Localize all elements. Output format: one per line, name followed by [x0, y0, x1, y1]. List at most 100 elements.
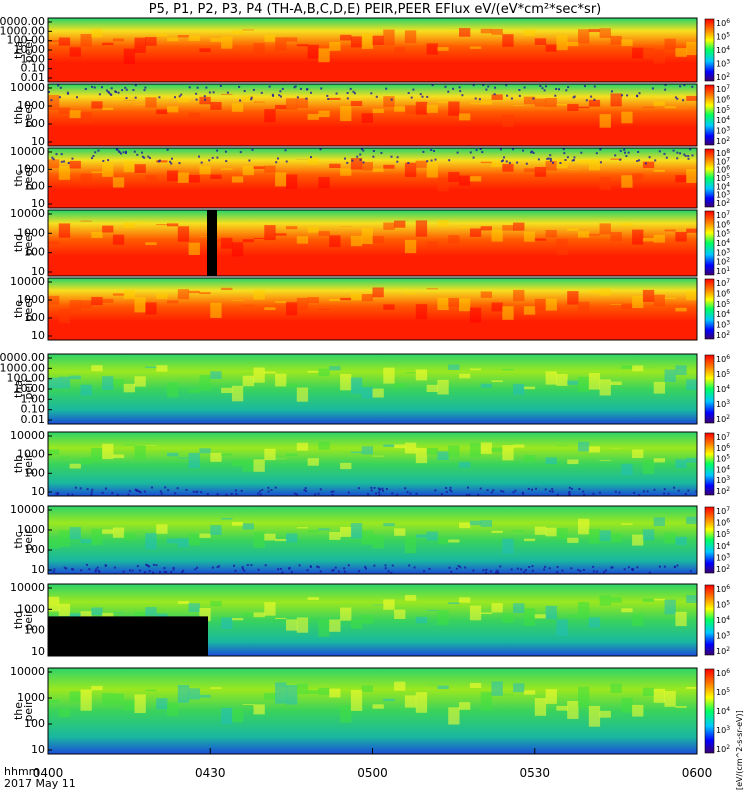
y-tick-label: 100 [24, 311, 45, 324]
colorbar-tick-label: 107 [716, 506, 730, 516]
y-axis-label: peer [22, 102, 35, 128]
x-tick-label: 0400 [32, 766, 64, 780]
colorbar-tick-label: 101 [716, 266, 730, 276]
y-tick-label: 10 [31, 265, 45, 278]
y-tick-label: 1000 [17, 691, 45, 704]
colorbar-tick-label: 105 [716, 105, 730, 115]
y-tick-label: 10 [31, 329, 45, 342]
y-tick-label: 100 [24, 246, 45, 259]
y-axis-label: peer [22, 230, 35, 256]
y-tick-label: 1000.00 [0, 361, 45, 374]
the-peer-colorbar [704, 278, 715, 340]
colorbar-tick-label: 102 [716, 646, 730, 656]
y-axis-label: peir [22, 453, 35, 475]
colorbar-tick-label: 105 [716, 229, 730, 239]
colorbar-tick-label: 105 [716, 299, 730, 309]
colorbar-tick-label: 103 [716, 631, 730, 641]
colorbar-tick-label: 102 [716, 486, 730, 496]
y-axis-label: thc [12, 531, 25, 548]
colorbar-tick-label: 102 [716, 564, 730, 574]
y-tick-label: 10 [31, 485, 45, 498]
y-tick-label: 100 [24, 180, 45, 193]
date-label: 2017 May 11 [4, 777, 76, 790]
y-tick-label: 1.00 [21, 52, 46, 65]
colorbar-tick-label: 106 [716, 584, 730, 594]
y-axis-label: peir [22, 378, 35, 400]
colorbar-tick-label: 102 [716, 136, 730, 146]
colorbar-tick-label: 103 [716, 320, 730, 330]
y-axis-label: peer [22, 165, 35, 191]
colorbar-tick-label: 108 [716, 148, 730, 158]
y-axis-label: peir [22, 700, 35, 722]
y-tick-label: 10000 [10, 503, 45, 516]
colorbar-tick-label: 103 [716, 59, 730, 69]
colorbar-tick-label: 103 [716, 247, 730, 257]
colorbar-tick-label: 103 [716, 190, 730, 200]
colorbar-tick-label: 106 [716, 288, 730, 298]
colorbar-tick-label: 103 [716, 552, 730, 562]
y-axis-label: peir [22, 529, 35, 551]
y-tick-label: 10000 [10, 429, 45, 442]
colorbar-tick-label: 103 [716, 399, 730, 409]
y-tick-label: 10000 [10, 81, 45, 94]
colorbar-tick-label: 107 [716, 84, 730, 94]
thb-peir-spectrogram [48, 432, 697, 496]
colorbar-tick-label: 105 [716, 529, 730, 539]
y-axis-label: peir [22, 609, 35, 631]
y-tick-label: 0.10 [21, 62, 46, 75]
colorbar-tick-label: 104 [716, 615, 730, 625]
colorbar-tick-label: 106 [716, 94, 730, 104]
y-tick-label: 10 [31, 135, 45, 148]
y-tick-label: 0.01 [21, 413, 46, 426]
colorbar-tick-label: 102 [716, 744, 730, 754]
colorbar-tick-label: 104 [716, 541, 730, 551]
colorbar-tick-label: 107 [716, 156, 730, 166]
the-peir-colorbar [704, 668, 715, 754]
colorbar-tick-label: 107 [716, 432, 730, 442]
colorbar-tick-label: 104 [716, 238, 730, 248]
colorbar-tick-label: 106 [716, 668, 730, 678]
colorbar-tick-label: 106 [716, 443, 730, 453]
colorbar-tick-label: 102 [716, 414, 730, 424]
thc-peer-colorbar [704, 148, 715, 208]
y-tick-label: 10.00 [14, 382, 46, 395]
y-axis-label: thd [12, 611, 25, 629]
y-tick-label: 10.00 [14, 43, 46, 56]
thb-peer-colorbar [704, 84, 715, 146]
tha-peer-colorbar [704, 18, 715, 82]
y-axis-label: the [12, 702, 25, 720]
y-axis-label: tha [12, 380, 25, 398]
y-tick-label: 0.01 [21, 71, 46, 84]
colorbar-tick-label: 106 [716, 165, 730, 175]
colorbar-tick-label: 103 [716, 475, 730, 485]
y-tick-label: 1000 [17, 99, 45, 112]
y-axis-label: thb [12, 106, 25, 124]
colorbar-tick-label: 105 [716, 687, 730, 697]
figure-title: P5, P1, P2, P3, P4 (TH-A,B,C,D,E) PEIR,P… [148, 2, 602, 17]
y-tick-label: 1000.00 [0, 24, 45, 37]
y-tick-label: 10 [31, 743, 45, 756]
colorbar-tick-label: 105 [716, 454, 730, 464]
y-tick-label: 10000 [10, 207, 45, 220]
y-tick-label: 0.10 [21, 403, 46, 416]
colorbar-tick-label: 105 [716, 369, 730, 379]
y-axis-label: tha [12, 41, 25, 59]
y-axis-label: peer [22, 296, 35, 322]
x-tick-label: 0600 [681, 766, 713, 780]
colorbar-tick-label: 106 [716, 354, 730, 364]
y-tick-label: 100.00 [7, 372, 46, 385]
y-tick-label: 100.00 [7, 34, 46, 47]
thd-peer-colorbar [704, 210, 715, 276]
y-tick-label: 100 [24, 466, 45, 479]
colorbar-tick-label: 106 [716, 518, 730, 528]
colorbar-tick-label: 103 [716, 725, 730, 735]
time-axis-caption: hhmm [4, 765, 40, 778]
